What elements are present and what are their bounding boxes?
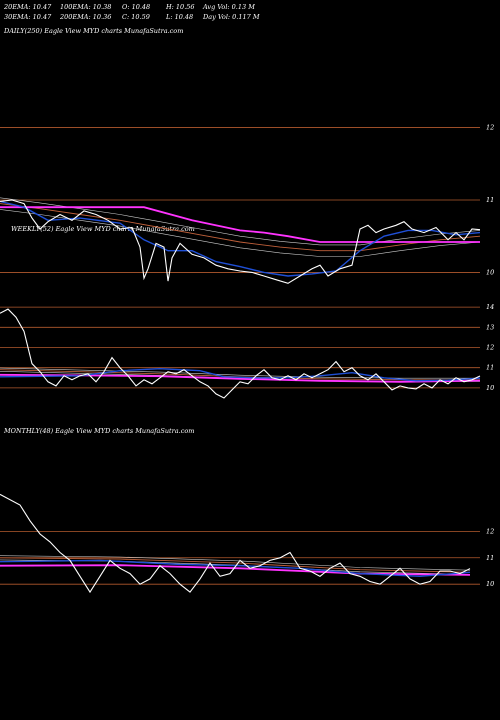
monthly-tick-11: 11 [486,554,494,562]
weekly-tick-14: 14 [486,303,494,311]
weekly-tick-11: 11 [486,364,494,372]
weekly-tick-13: 13 [486,323,494,331]
ema30-label: 30EMA: 10.47 [4,13,52,21]
day-vol-label: Day Vol: 0.117 M [203,13,260,21]
weekly-tick-12: 12 [486,344,494,352]
ema100-label: 100EMA: 10.38 [60,3,112,11]
daily-envelope-lower [0,209,481,257]
weekly-tick-10: 10 [486,384,494,392]
monthly-ema-fast-line [0,559,471,578]
daily-tick-12: 12 [486,124,494,132]
weekly-panel-label: WEEKLY(52) Eagle View MYD charts MunafaS… [11,225,195,233]
ema200-label: 200EMA: 10.36 [60,13,112,21]
open-label: O: 10.48 [122,3,151,11]
daily-panel-label: DAILY(250) Eagle View MYD charts MunafaS… [4,27,184,35]
daily-ema-mid-line [0,206,480,243]
weekly-envelope-upper [0,367,480,379]
daily-price-line [0,199,481,284]
low-label: L: 10.48 [166,13,194,21]
weekly-price-line [0,308,481,399]
monthly-tick-10: 10 [486,580,494,588]
close-label: C: 10.59 [122,13,150,21]
monthly-panel-label: MONTHLY(48) Eagle View MYD charts Munafa… [4,427,195,435]
monthly-tick-12: 12 [486,527,494,535]
ema20-label: 20EMA: 10.47 [4,3,52,11]
daily-tick-11: 11 [486,196,494,204]
daily-tick-10: 10 [486,268,494,276]
avg-vol-label: Avg Vol: 0.13 M [203,3,255,11]
daily-ema-slow-line [0,203,481,252]
high-label: H: 10.56 [166,3,195,11]
daily-ema-fast-line [0,200,481,277]
daily-envelope-upper [0,197,481,246]
monthly-price-line [0,493,471,594]
monthly-ema-mid-line [0,564,471,576]
